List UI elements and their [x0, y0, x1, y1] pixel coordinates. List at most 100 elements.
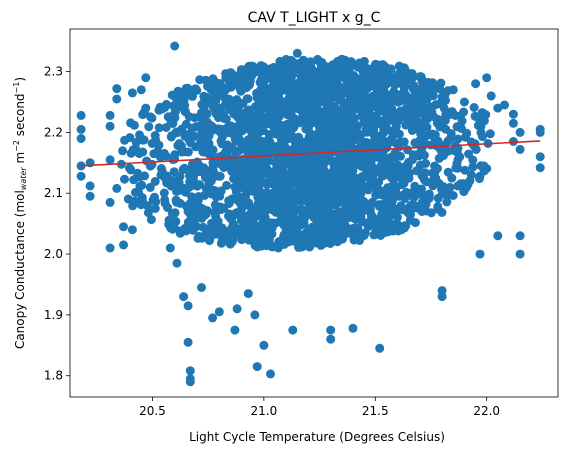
data-point — [131, 137, 141, 147]
data-point — [313, 92, 323, 102]
data-point — [311, 212, 321, 222]
data-point — [136, 85, 146, 95]
data-point — [296, 204, 306, 214]
data-point — [229, 100, 239, 110]
data-point — [161, 151, 171, 161]
data-point — [196, 108, 206, 118]
data-point — [198, 222, 208, 232]
data-point — [271, 207, 281, 217]
data-point — [368, 127, 378, 137]
data-point — [119, 240, 128, 250]
data-point — [348, 323, 358, 333]
data-point — [515, 249, 525, 259]
data-point — [183, 130, 193, 139]
data-point — [388, 226, 398, 236]
data-point — [482, 73, 492, 83]
data-point — [391, 122, 401, 132]
data-point — [286, 84, 296, 94]
data-point — [508, 137, 518, 146]
data-point — [167, 208, 177, 218]
data-point — [112, 84, 122, 94]
data-point — [389, 173, 399, 183]
data-point — [287, 119, 297, 129]
data-point — [379, 152, 389, 162]
data-point — [348, 156, 358, 166]
data-point — [137, 193, 147, 202]
data-point — [535, 127, 545, 137]
data-point — [381, 220, 391, 230]
data-point — [468, 162, 478, 172]
data-point — [424, 82, 434, 91]
data-point — [428, 129, 437, 139]
data-point — [159, 188, 169, 198]
data-point — [194, 160, 204, 169]
data-point — [341, 157, 351, 167]
data-point — [85, 191, 95, 201]
data-point — [195, 167, 205, 177]
data-point — [451, 163, 461, 173]
data-point — [388, 162, 398, 172]
data-point — [162, 171, 172, 181]
data-point — [265, 110, 275, 120]
data-point — [290, 101, 299, 111]
data-point — [315, 113, 325, 123]
data-point — [417, 170, 427, 180]
data-point — [425, 111, 435, 121]
data-point — [282, 101, 292, 111]
data-point — [288, 325, 298, 335]
data-point — [119, 222, 128, 232]
data-point — [369, 230, 379, 240]
data-point — [374, 116, 384, 126]
data-point — [333, 90, 343, 100]
data-point — [224, 199, 234, 208]
data-point — [168, 224, 178, 234]
data-point — [333, 124, 343, 134]
data-point — [319, 213, 329, 223]
data-point — [294, 132, 304, 142]
data-point — [310, 237, 320, 247]
data-point — [369, 213, 379, 223]
data-point — [249, 218, 258, 228]
data-point — [186, 224, 196, 234]
data-point — [263, 202, 272, 212]
data-point — [456, 179, 466, 189]
data-point — [256, 142, 266, 152]
data-point — [300, 213, 310, 222]
data-point — [443, 167, 453, 177]
data-point — [265, 218, 275, 228]
data-point — [369, 139, 379, 149]
data-point — [188, 91, 197, 101]
data-point — [205, 175, 215, 185]
data-point — [399, 66, 409, 76]
data-point — [208, 87, 218, 97]
data-point — [206, 79, 216, 89]
data-point — [350, 206, 360, 216]
data-point — [515, 127, 525, 137]
data-point — [183, 337, 193, 347]
data-point — [282, 110, 292, 120]
data-point — [191, 84, 201, 94]
data-point — [265, 175, 275, 185]
data-point — [515, 231, 525, 241]
data-point — [324, 140, 334, 150]
data-point — [219, 92, 229, 102]
data-point — [170, 41, 180, 51]
data-point — [256, 234, 266, 244]
data-point — [377, 129, 387, 139]
x-tick-label: 21.0 — [251, 404, 278, 418]
data-point — [421, 200, 431, 209]
data-point — [253, 133, 263, 143]
data-point — [325, 96, 335, 106]
data-point — [415, 136, 425, 145]
data-point — [179, 163, 189, 173]
data-point — [185, 377, 195, 387]
data-point — [407, 188, 417, 198]
data-point — [215, 127, 225, 137]
data-point — [275, 86, 285, 96]
data-point — [274, 158, 284, 168]
data-point — [452, 147, 462, 157]
data-point — [459, 97, 469, 107]
data-point — [231, 148, 241, 157]
data-point — [222, 180, 232, 190]
